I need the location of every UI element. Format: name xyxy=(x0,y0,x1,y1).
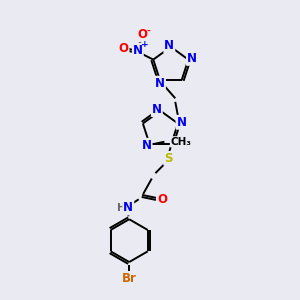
Text: O: O xyxy=(118,42,129,55)
Text: O: O xyxy=(137,28,147,41)
Text: -: - xyxy=(147,27,151,36)
Text: N: N xyxy=(142,139,152,152)
Text: Br: Br xyxy=(122,272,136,285)
Text: H: H xyxy=(117,203,125,213)
Text: N: N xyxy=(133,44,143,57)
Text: N: N xyxy=(123,202,133,214)
Text: S: S xyxy=(164,152,173,165)
Text: N: N xyxy=(164,40,174,52)
Text: +: + xyxy=(141,40,148,49)
Text: O: O xyxy=(157,194,167,206)
Text: N: N xyxy=(187,52,197,65)
Text: CH₃: CH₃ xyxy=(170,137,191,147)
Text: N: N xyxy=(155,77,165,90)
Text: N: N xyxy=(176,116,187,129)
Text: N: N xyxy=(152,103,162,116)
